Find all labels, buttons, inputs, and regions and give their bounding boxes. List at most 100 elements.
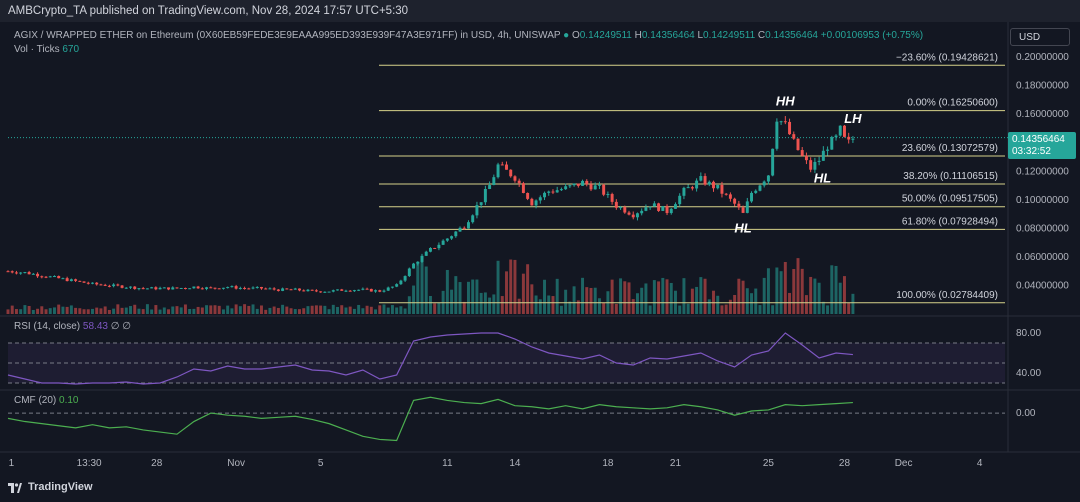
candle-body: [467, 222, 470, 229]
cmf-value: 0.10: [59, 395, 79, 406]
candle-body: [399, 280, 403, 285]
candle-body: [95, 282, 99, 285]
volume-bar: [635, 293, 639, 314]
volume-bar: [116, 304, 120, 314]
candle-body: [792, 134, 796, 139]
volume-bar: [327, 309, 331, 314]
volume-bar: [268, 307, 272, 314]
volume-bar: [564, 289, 568, 314]
candle-body: [458, 227, 462, 232]
volume-bar: [488, 297, 492, 314]
volume-bar: [424, 266, 428, 314]
volume-bar: [610, 279, 614, 314]
candle-body: [120, 285, 124, 288]
volume-bar: [804, 295, 808, 314]
candle-body: [492, 177, 496, 186]
volume-bar: [821, 301, 825, 314]
volume-bar: [758, 305, 762, 314]
volume-bar: [141, 309, 145, 314]
candle-body: [217, 288, 221, 290]
candle-body: [509, 169, 513, 177]
price-tick-label: 0.06000000: [1016, 252, 1069, 263]
ohlc-close: 0.14356464: [765, 30, 818, 41]
candle-body: [268, 288, 272, 290]
candle-body: [737, 203, 741, 208]
currency-button[interactable]: USD: [1010, 28, 1070, 46]
candle-body: [809, 160, 813, 170]
volume-bar: [78, 308, 82, 314]
symbol-legend: AGIX / WRAPPED ETHER on Ethereum (0X60EB…: [14, 30, 924, 41]
candle-body: [783, 121, 787, 123]
volume-bar: [99, 308, 103, 314]
volume-legend: Vol · Ticks 670: [14, 44, 79, 55]
candle-body: [496, 164, 500, 178]
candle-body: [564, 186, 568, 190]
volume-bar: [517, 298, 521, 314]
candle-body: [775, 121, 779, 149]
volume-bar: [399, 306, 403, 314]
candle-body: [285, 288, 289, 290]
volume-bar: [247, 305, 251, 314]
candle-body: [674, 204, 677, 209]
candle-body: [462, 227, 466, 229]
candle-body: [445, 238, 449, 241]
candle-body: [137, 288, 141, 290]
volume-bar: [407, 296, 411, 314]
candle-body: [319, 291, 323, 293]
candle-body: [559, 189, 563, 191]
candle-body: [74, 279, 78, 281]
candle-body: [762, 181, 766, 186]
candle-body: [386, 287, 390, 291]
volume-bar: [230, 308, 234, 314]
candle-body: [361, 288, 365, 290]
volume-bar: [179, 307, 183, 314]
volume-bar: [695, 286, 699, 314]
volume-bar: [627, 282, 631, 314]
volume-bar: [171, 306, 175, 314]
volume-bar: [103, 306, 107, 314]
candle-body: [724, 193, 728, 195]
volume-bar: [69, 305, 73, 314]
volume-bar: [352, 308, 356, 314]
candle-body: [699, 176, 703, 181]
candle-body: [407, 268, 411, 277]
volume-bar: [243, 304, 247, 314]
volume-bar: [450, 289, 454, 314]
candle-body: [420, 255, 424, 262]
candle-body: [154, 287, 158, 290]
volume-bar: [158, 309, 162, 314]
candle-body: [505, 164, 508, 170]
volume-bar: [614, 303, 618, 314]
candle-body: [424, 251, 428, 256]
candle-body: [589, 184, 593, 190]
ohlc-low: 0.14249511: [703, 30, 756, 41]
candle-body: [133, 286, 137, 289]
candle-body: [107, 285, 111, 287]
candle-body: [298, 288, 301, 291]
volume-bar: [703, 278, 707, 314]
swing-annotation: HL: [734, 221, 751, 236]
fib-level-label: 61.80% (0.07928494): [902, 216, 998, 227]
volume-bar: [543, 279, 546, 314]
candle-body: [479, 202, 483, 206]
candle-body: [129, 286, 132, 288]
fib-level-label: 0.00% (0.16250600): [907, 98, 998, 109]
candle-body: [690, 187, 694, 189]
candle-body: [483, 188, 487, 203]
volume-bar: [521, 273, 525, 314]
candle-body: [306, 289, 310, 292]
candle-body: [707, 181, 711, 185]
volume-label: Vol · Ticks: [14, 44, 60, 55]
candle-body: [14, 272, 18, 274]
candle-body: [640, 210, 644, 214]
candle-body: [788, 121, 792, 135]
volume-bar: [648, 305, 652, 314]
volume-bar: [661, 277, 665, 314]
candle-body: [19, 272, 23, 274]
candle-body: [91, 282, 94, 284]
fib-level-label: 23.60% (0.13072579): [902, 143, 998, 154]
volume-bar: [602, 302, 606, 314]
candle-body: [771, 148, 775, 176]
candle-body: [31, 273, 35, 275]
